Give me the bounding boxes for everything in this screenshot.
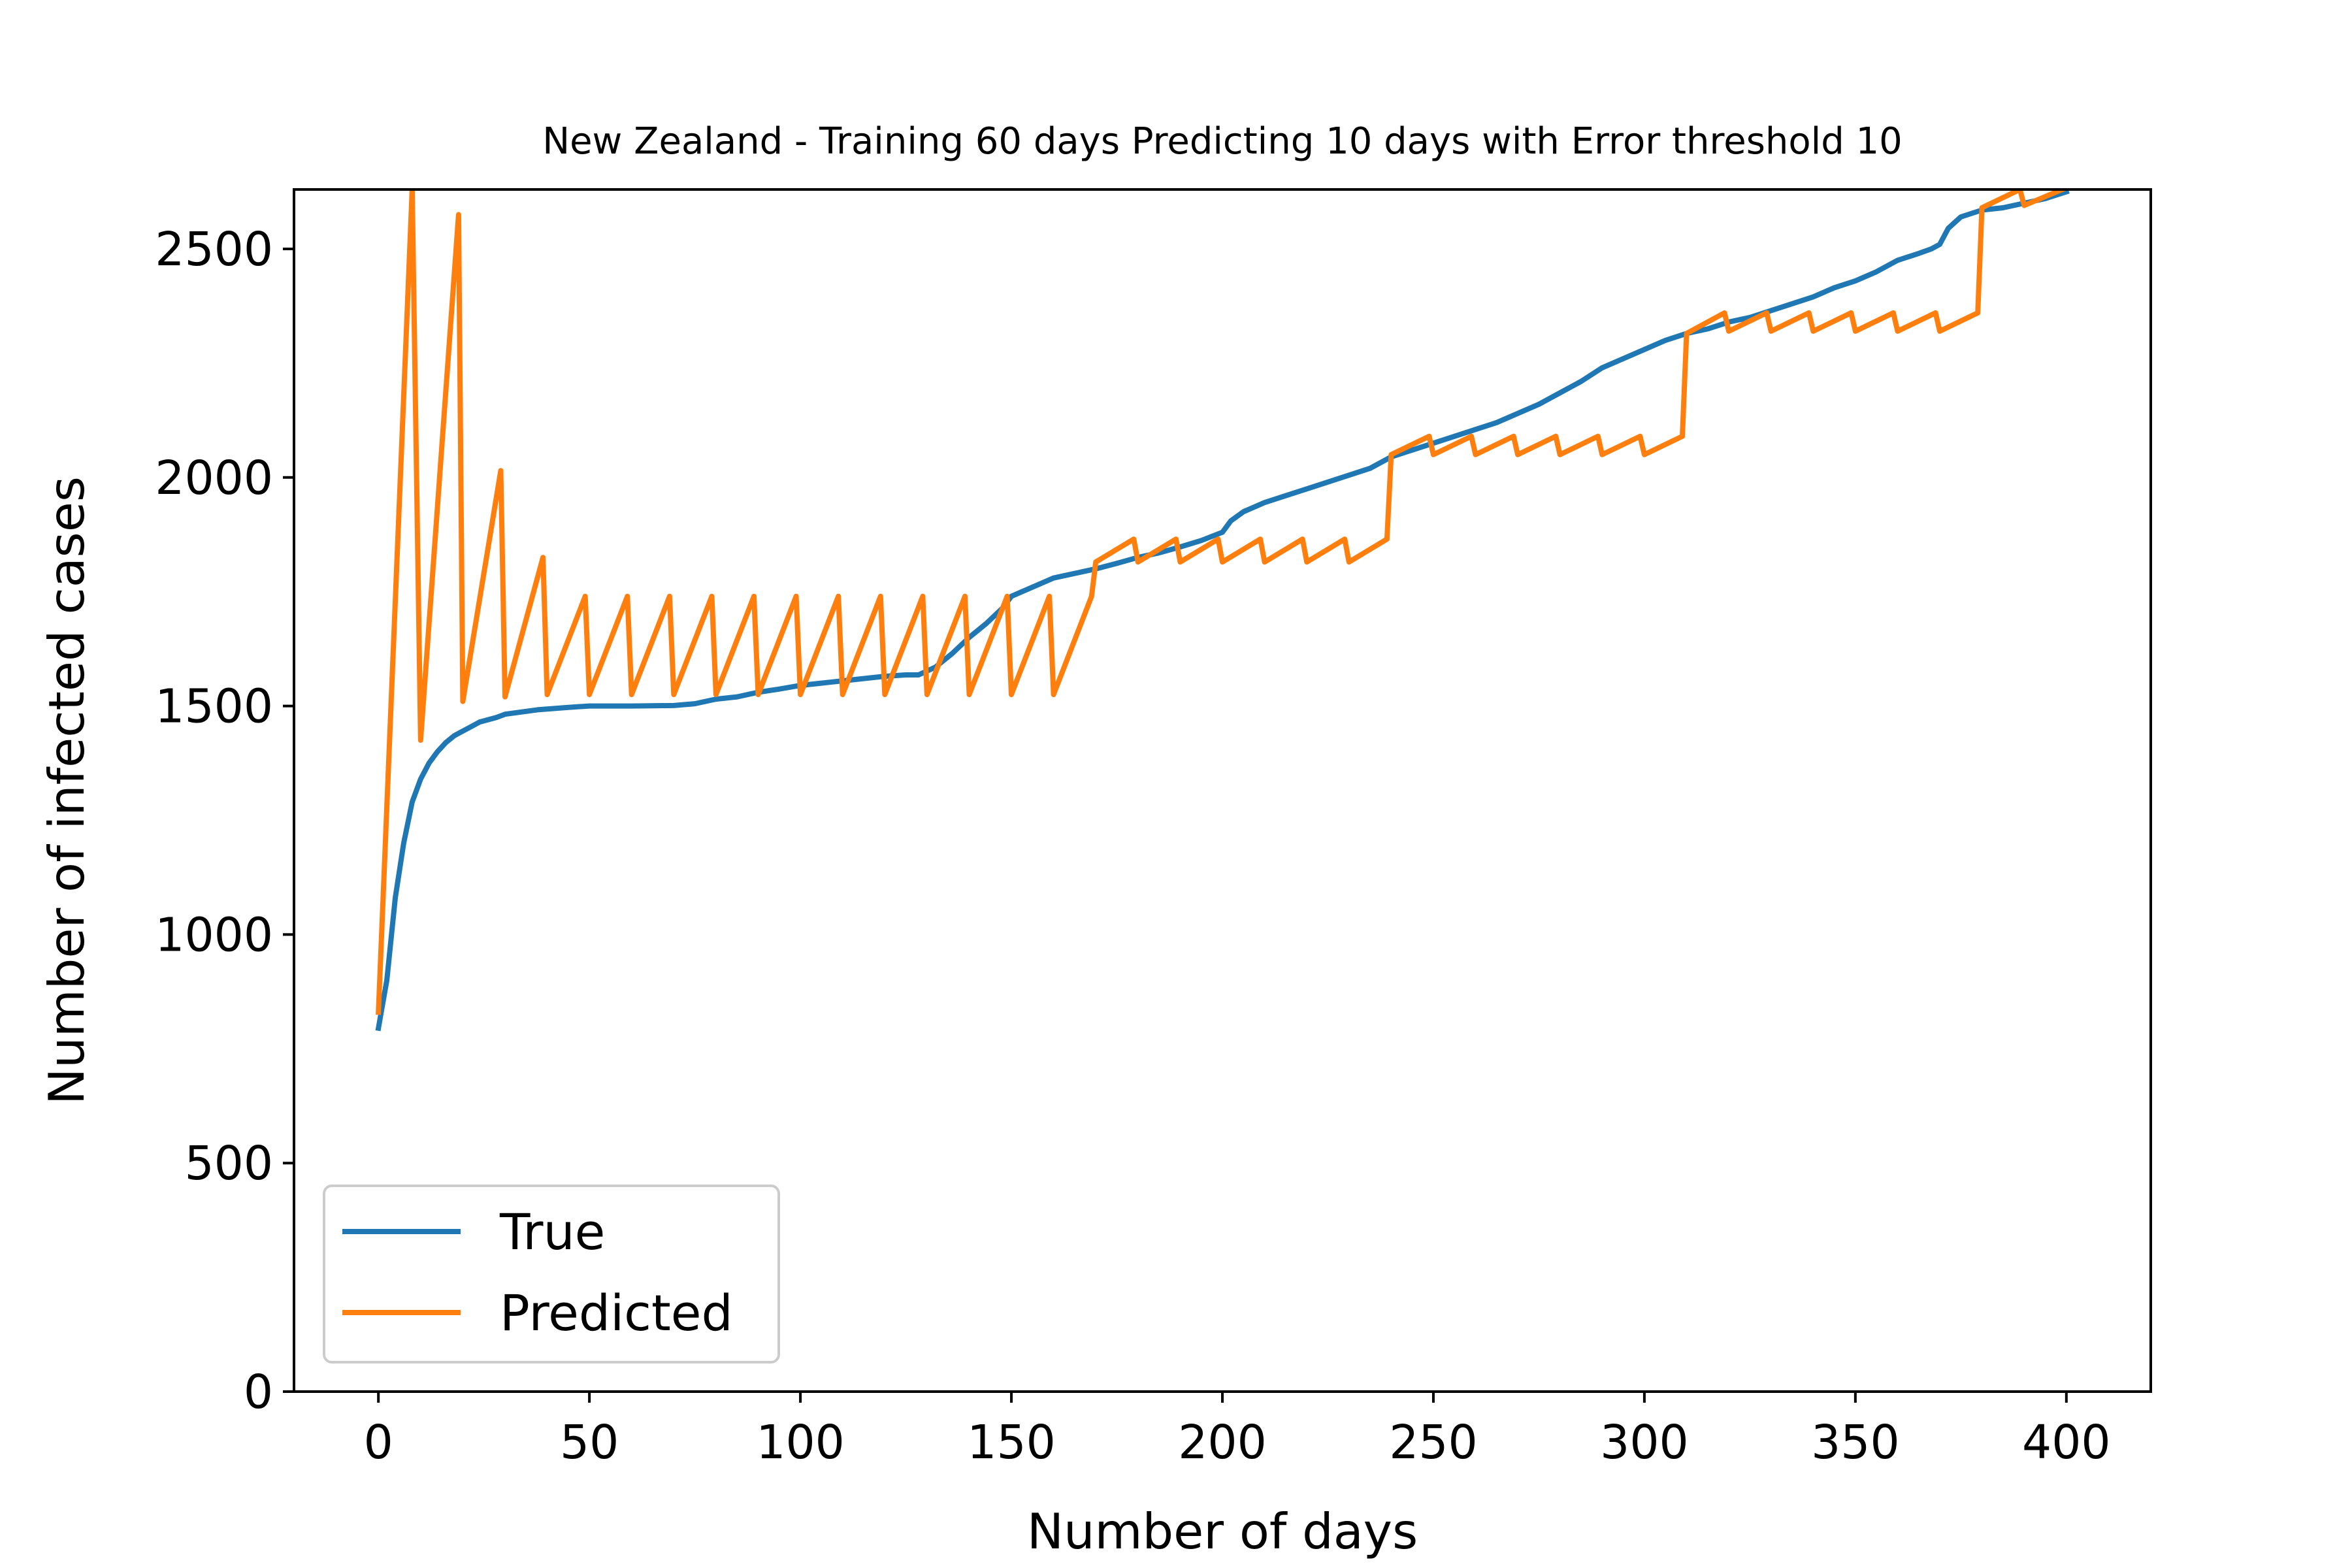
x-tick-label: 200	[1178, 1415, 1267, 1469]
y-tick-label: 0	[244, 1365, 273, 1419]
series-line-predicted	[376, 189, 2066, 1015]
x-axis-label: Number of days	[1027, 1503, 1418, 1560]
y-axis-label: Number of infected cases	[38, 476, 95, 1105]
y-axis-ticks: 0 500 1000 1500 2000 2500	[155, 222, 294, 1419]
y-tick-label: 2500	[155, 222, 273, 276]
x-tick-label: 350	[1811, 1415, 1900, 1469]
series-line-true	[375, 189, 2070, 1032]
x-tick-label: 300	[1600, 1415, 1689, 1469]
x-tick-label: 0	[364, 1415, 393, 1469]
y-tick-label: 2000	[155, 451, 273, 505]
series-layer	[375, 189, 2070, 1032]
y-tick-label: 500	[184, 1136, 273, 1190]
y-tick-label: 1000	[155, 907, 273, 962]
legend-label-true: True	[499, 1203, 605, 1261]
x-tick-label: 400	[2022, 1415, 2111, 1469]
x-tick-label: 250	[1389, 1415, 1478, 1469]
chart-title: New Zealand - Training 60 days Predictin…	[542, 120, 1903, 163]
x-tick-label: 100	[756, 1415, 845, 1469]
x-tick-label: 50	[560, 1415, 619, 1469]
x-axis-ticks: 0 50 100 150 200 250 300 350 400	[364, 1392, 2111, 1469]
legend: True Predicted	[323, 1184, 780, 1364]
legend-label-predicted: Predicted	[500, 1284, 733, 1342]
y-tick-label: 1500	[155, 679, 273, 734]
x-tick-label: 150	[967, 1415, 1056, 1469]
